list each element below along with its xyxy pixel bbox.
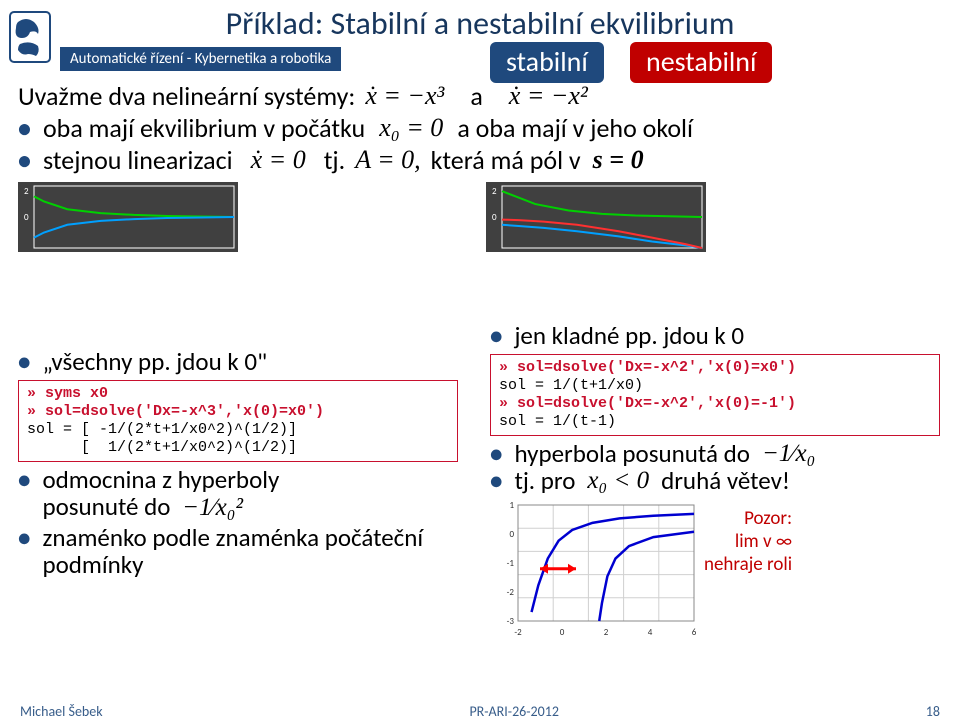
matlab-code-right: » sol=dsolve('Dx=-x^2','x(0)=x0') sol = … — [499, 359, 931, 431]
svg-text:-2: -2 — [507, 587, 515, 598]
svg-text:4: 4 — [648, 627, 653, 638]
warning-text: Pozor: lim v ∞ nehraje roli — [704, 507, 792, 576]
bul1b: a oba mají v jeho okolí — [457, 112, 693, 144]
bul2eq1: ẋ = 0 — [251, 145, 306, 175]
chart-unstable: 20 — [486, 182, 706, 252]
bul1a: oba mají ekvilibrium v počátku — [43, 112, 365, 144]
svg-text:2: 2 — [492, 186, 497, 197]
left-l2eq: −1∕x₀² — [182, 494, 243, 521]
right-l3a: tj. pro — [514, 467, 575, 495]
left-l2a: odmocnina z hyperboly — [42, 464, 279, 495]
page-title: Příklad: Stabilní a nestabilní ekvilibri… — [0, 4, 960, 43]
svg-text:-2: -2 — [514, 627, 522, 638]
svg-text:0: 0 — [24, 212, 29, 223]
code-box-left: » syms x0 » sol=dsolve('Dx=-x^3','x(0)=x… — [18, 380, 458, 462]
right-l2eq: −1∕x₀ — [762, 440, 815, 468]
bullet-icon: • — [18, 524, 30, 552]
svg-text:6: 6 — [692, 627, 697, 638]
footer-author: Michael Šebek — [20, 703, 103, 720]
bullet-icon: • — [18, 112, 31, 144]
svg-text:0: 0 — [492, 212, 497, 223]
left-l1: „všechny pp. jdou k 0" — [42, 348, 267, 376]
chart-stable: 20 — [18, 182, 238, 252]
bul2a: stejnou linearizaci — [43, 144, 233, 176]
bul1eq: x₀ = 0 — [379, 113, 443, 143]
footer-course: PR-ARI-26-2012 — [469, 703, 559, 720]
bul2eq2: A = 0, — [355, 145, 420, 175]
eq-xdot1: ẋ = −x³ — [365, 81, 444, 111]
left-l2b: posunuté do — [42, 491, 170, 522]
svg-text:-3: -3 — [507, 616, 515, 627]
right-l1: jen kladné pp. jdou k 0 — [514, 322, 744, 350]
chart-hyperbola: -20246-3-2-101 — [490, 499, 700, 639]
right-l3b: druhá větev! — [661, 467, 790, 495]
eq-xdot2: ẋ = −x² — [509, 81, 588, 111]
bullet-icon: • — [18, 348, 30, 376]
right-l2a: hyperbola posunutá do — [514, 440, 749, 468]
intro-mid: a — [470, 80, 482, 112]
code-box-right: » sol=dsolve('Dx=-x^2','x(0)=x0') sol = … — [490, 354, 940, 436]
left-l3: znaménko podle znaménka počáteční podmín… — [42, 524, 458, 579]
bullet-icon: • — [18, 466, 30, 494]
course-label: Automatické řízení - Kybernetika a robot… — [60, 47, 341, 71]
badge-stable: stabilní — [490, 42, 604, 83]
svg-text:0: 0 — [560, 627, 565, 638]
bullet-icon: • — [490, 322, 502, 350]
bullet-icon: • — [490, 440, 502, 468]
matlab-code-left: » syms x0 » sol=dsolve('Dx=-x^3','x(0)=x… — [27, 385, 449, 457]
bul2c: která má pól v — [431, 144, 581, 176]
bullet-icon: • — [490, 467, 502, 495]
intro-text: Uvažme dva nelineární systémy: — [18, 80, 355, 112]
right-l3eq: x₀ < 0 — [587, 467, 649, 495]
badge-unstable: nestabilní — [630, 42, 772, 83]
svg-text:0: 0 — [509, 529, 514, 540]
svg-text:2: 2 — [604, 627, 609, 638]
svg-text:1: 1 — [509, 500, 514, 511]
logo-icon — [6, 8, 54, 66]
svg-text:-1: -1 — [507, 558, 515, 569]
footer-page: 18 — [926, 703, 940, 720]
bul2b: tj. — [324, 144, 346, 176]
svg-text:2: 2 — [24, 186, 29, 197]
bullet-icon: • — [18, 144, 31, 176]
bul2eq3: s = 0 — [593, 145, 644, 175]
